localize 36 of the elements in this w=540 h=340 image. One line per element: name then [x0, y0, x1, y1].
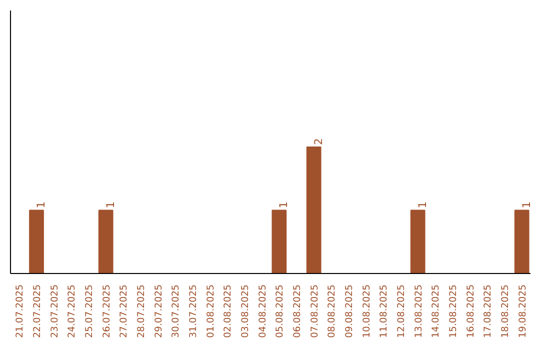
data-label: 1 — [520, 202, 533, 208]
x-tick-label: 23.07.2025 — [49, 284, 60, 338]
x-tick-label: 18.08.2025 — [500, 284, 511, 338]
x-tick-label: 30.07.2025 — [170, 284, 182, 338]
x-tick-label: 12.08.2025 — [396, 284, 407, 338]
x-tick-label: 25.07.2025 — [84, 284, 95, 338]
x-tick-label: 05.08.2025 — [274, 284, 286, 338]
x-tick-label: 19.08.2025 — [517, 284, 528, 338]
x-tick-label: 14.08.2025 — [430, 284, 442, 338]
x-tick-label: 16.08.2025 — [465, 284, 476, 338]
x-tick-label: 07.08.2025 — [309, 284, 320, 338]
x-tick-label: 03.08.2025 — [240, 284, 251, 338]
x-tick-label: 01.08.2025 — [205, 284, 216, 338]
x-tick-label: 06.08.2025 — [292, 284, 303, 338]
x-tick-label: 09.08.2025 — [344, 284, 355, 338]
x-tick-label: 22.07.2025 — [32, 284, 43, 338]
x-tick-label: 02.08.2025 — [222, 284, 234, 338]
data-label: 2 — [312, 138, 325, 146]
x-tick-label: 11.08.2025 — [378, 284, 390, 338]
x-tick-label: 27.07.2025 — [118, 284, 130, 338]
x-tick-label: 31.07.2025 — [188, 284, 199, 338]
x-tick-label: 17.08.2025 — [482, 284, 494, 338]
x-tick-label: 04.08.2025 — [257, 284, 268, 338]
x-tick-label: 24.07.2025 — [66, 284, 78, 338]
data-label: 1 — [277, 202, 290, 208]
data-label: 1 — [416, 202, 429, 208]
data-label: 1 — [104, 202, 117, 208]
x-tick-label: 26.07.2025 — [101, 284, 112, 338]
x-tick-label: 13.08.2025 — [413, 284, 424, 338]
x-tick-label: 29.07.2025 — [153, 284, 164, 338]
x-tick-label: 15.08.2025 — [448, 284, 459, 338]
data-label: 1 — [34, 202, 48, 208]
x-tick-label: 08.08.2025 — [326, 284, 338, 338]
x-tick-label: 10.08.2025 — [361, 284, 372, 338]
x-tick-label: 28.07.2025 — [136, 284, 147, 338]
x-tick-label: 21.07.2025 — [14, 284, 26, 338]
